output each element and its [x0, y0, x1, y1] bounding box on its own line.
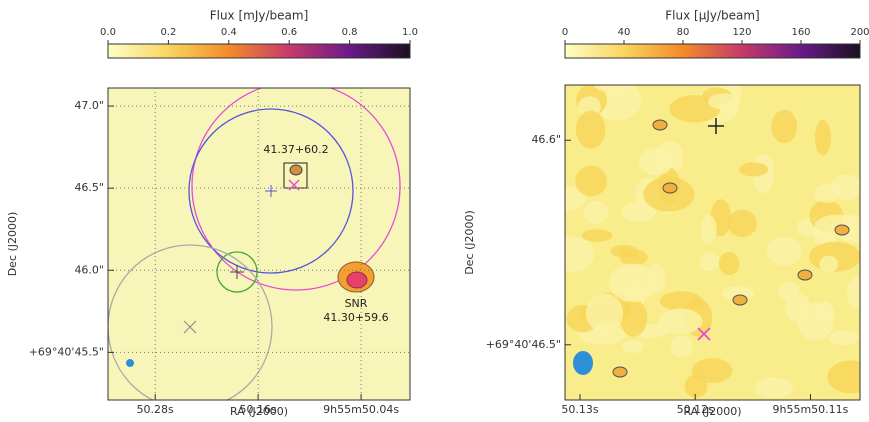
- contour: [612, 366, 628, 378]
- texture: [721, 285, 755, 301]
- texture: [827, 360, 860, 394]
- colorbar-label: Flux [mJy/beam]: [210, 9, 309, 23]
- texture: [739, 162, 769, 177]
- overlay: [108, 88, 401, 400]
- image-panel: [108, 88, 410, 400]
- x-tick-label: 9h55m50.11s: [772, 403, 848, 416]
- axes-frame: [107, 87, 411, 401]
- annotation: 41.30+59.6: [323, 311, 388, 324]
- texture: [583, 201, 608, 225]
- texture: [575, 165, 607, 197]
- contour: [732, 294, 748, 306]
- y-tick-label: 46.5": [74, 181, 104, 194]
- colorbar-tick-label: 0.2: [160, 27, 176, 38]
- x-tick-label: 9h55m50.04s: [323, 403, 399, 416]
- x-axis-label: RA (J2000): [683, 405, 741, 418]
- y-tick-label: +69°40'46.5": [486, 338, 561, 351]
- texture: [727, 209, 757, 238]
- x-axis-label: RA (J2000): [230, 405, 288, 418]
- texture: [581, 229, 613, 242]
- x-tick-label: 50.16s: [240, 403, 277, 416]
- y-tick-label: 46.0": [74, 263, 104, 276]
- texture: [670, 335, 693, 358]
- colorbar-tick-label: 0.4: [221, 27, 237, 38]
- texture: [575, 110, 606, 149]
- texture: [797, 302, 834, 341]
- texture: [638, 147, 674, 176]
- texture: [700, 214, 717, 245]
- colorbar-tick-label: 0.0: [100, 27, 116, 38]
- colorbar-tick-label: 0.8: [342, 27, 358, 38]
- annotation: 41.37+60.2: [263, 143, 328, 156]
- y-tick-label: 47.0": [74, 99, 104, 112]
- colorbar: [107, 43, 411, 59]
- image-panel: [565, 85, 860, 400]
- axes-frame: [564, 84, 861, 401]
- texture: [814, 184, 840, 203]
- texture: [621, 340, 644, 354]
- texture: [755, 377, 794, 399]
- colorbar-tick-label: 0.6: [281, 27, 297, 38]
- texture: [699, 252, 720, 272]
- colorbar-tick-label: 40: [618, 27, 631, 38]
- texture: [691, 358, 733, 383]
- texture: [766, 236, 802, 266]
- colorbar: [564, 43, 861, 59]
- texture: [718, 252, 740, 276]
- x-tick-label: 50.28s: [137, 403, 174, 416]
- overlay: [573, 118, 724, 375]
- colorbar-tick-label: 120: [732, 27, 751, 38]
- texture: [620, 299, 648, 337]
- texture: [610, 244, 638, 258]
- x-tick-label: 50.13s: [561, 403, 598, 416]
- texture: [643, 176, 695, 212]
- texture: [594, 85, 633, 93]
- texture: [814, 119, 831, 156]
- colorbar-tick-label: 0: [562, 27, 568, 38]
- contour: [834, 224, 850, 236]
- colorbar-tick-label: 1.0: [402, 27, 418, 38]
- annotation: SNR: [345, 297, 368, 310]
- y-tick-label: +69°40'45.5": [29, 345, 104, 358]
- texture: [708, 93, 741, 110]
- texture: [647, 264, 666, 294]
- texture: [565, 236, 595, 272]
- texture: [608, 263, 657, 303]
- contour: [797, 269, 813, 281]
- texture: [819, 255, 839, 273]
- texture: [771, 109, 798, 144]
- y-tick-label: 46.6": [531, 133, 561, 146]
- colorbar-tick-label: 200: [850, 27, 869, 38]
- colorbar-tick-label: 160: [791, 27, 810, 38]
- y-axis-label: Dec (J2000): [6, 212, 19, 277]
- colorbar-tick-label: 80: [677, 27, 690, 38]
- texture: [846, 277, 860, 309]
- texture: [658, 308, 703, 335]
- texture: [585, 293, 624, 333]
- x-tick-label: 50.12s: [677, 403, 714, 416]
- texture: [828, 330, 860, 346]
- colorbar-label: Flux [μJy/beam]: [665, 9, 759, 23]
- y-axis-label: Dec (J2000): [463, 210, 476, 275]
- contour: [662, 182, 678, 194]
- contour: [652, 119, 668, 131]
